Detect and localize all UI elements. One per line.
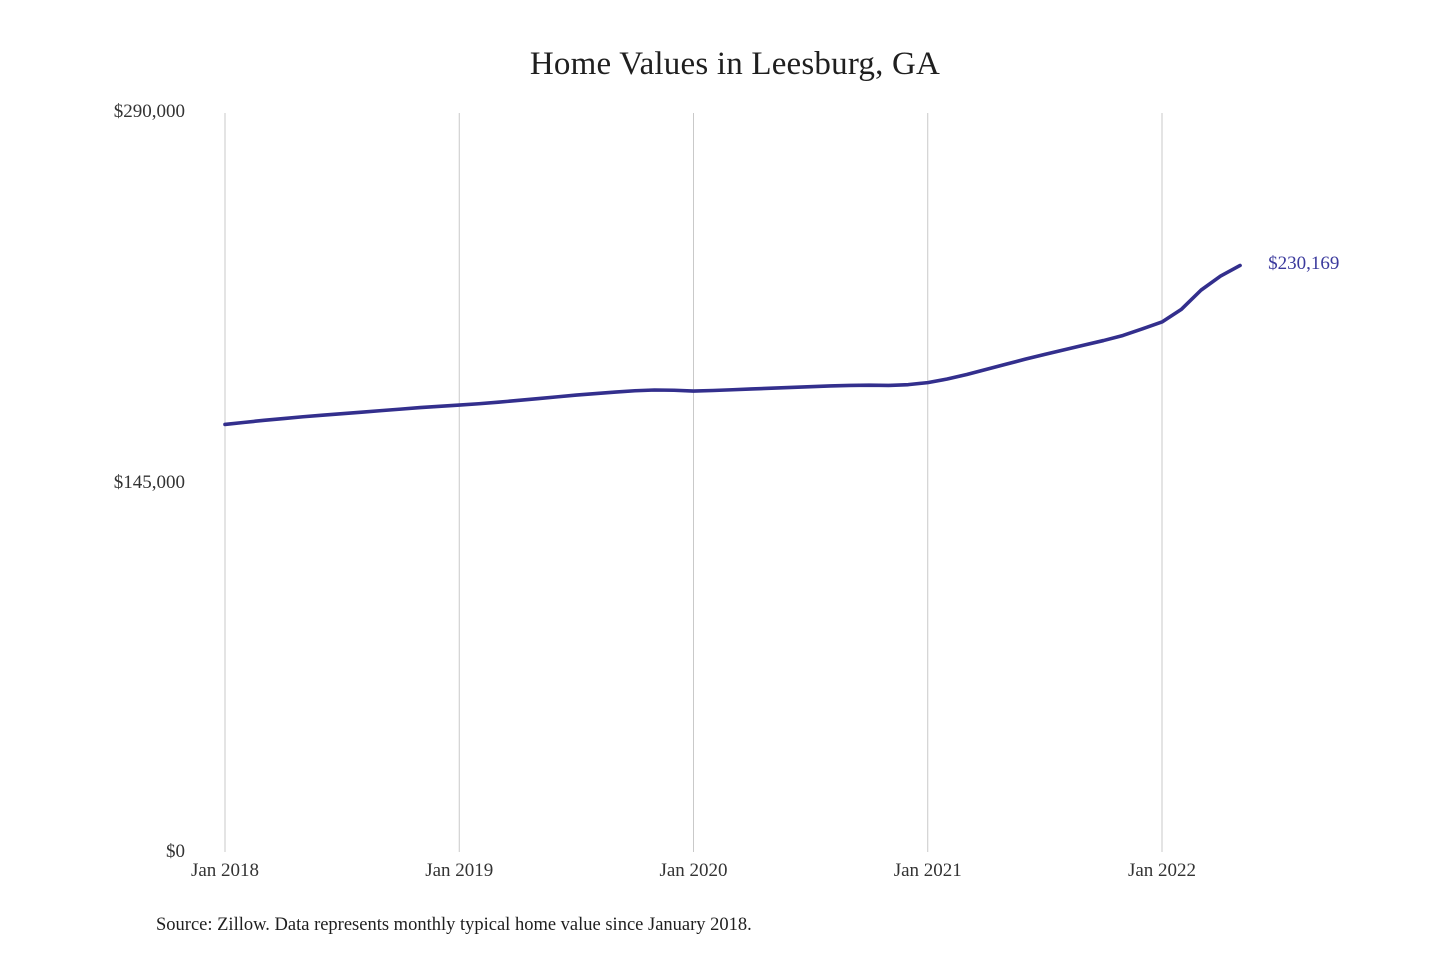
x-axis-tick-label: Jan 2021 [893, 860, 962, 881]
source-note: Source: Zillow. Data represents monthly … [156, 915, 752, 935]
chart-title: Home Values in Leesburg, GA [529, 46, 941, 82]
y-axis-tick-label-0: $0 [166, 841, 185, 862]
y-axis-tick-label-290000: $290,000 [113, 101, 185, 122]
x-axis-tick-label: Jan 2018 [190, 860, 260, 881]
line-end-value-annotation: $230,169 [1268, 253, 1340, 275]
y-axis-tick-label-145000: $145,000 [113, 472, 185, 493]
x-axis-tick-label: Jan 2019 [425, 860, 494, 881]
home-value-line-series [223, 263, 1242, 427]
x-axis-tick-label: Jan 2020 [659, 860, 728, 881]
x-axis-labels: Jan 2018 Jan 2019 Jan 2020 Jan 2021 Jan 2022 [0, 860, 1440, 890]
x-axis-tick-label: Jan 2022 [1127, 860, 1197, 881]
